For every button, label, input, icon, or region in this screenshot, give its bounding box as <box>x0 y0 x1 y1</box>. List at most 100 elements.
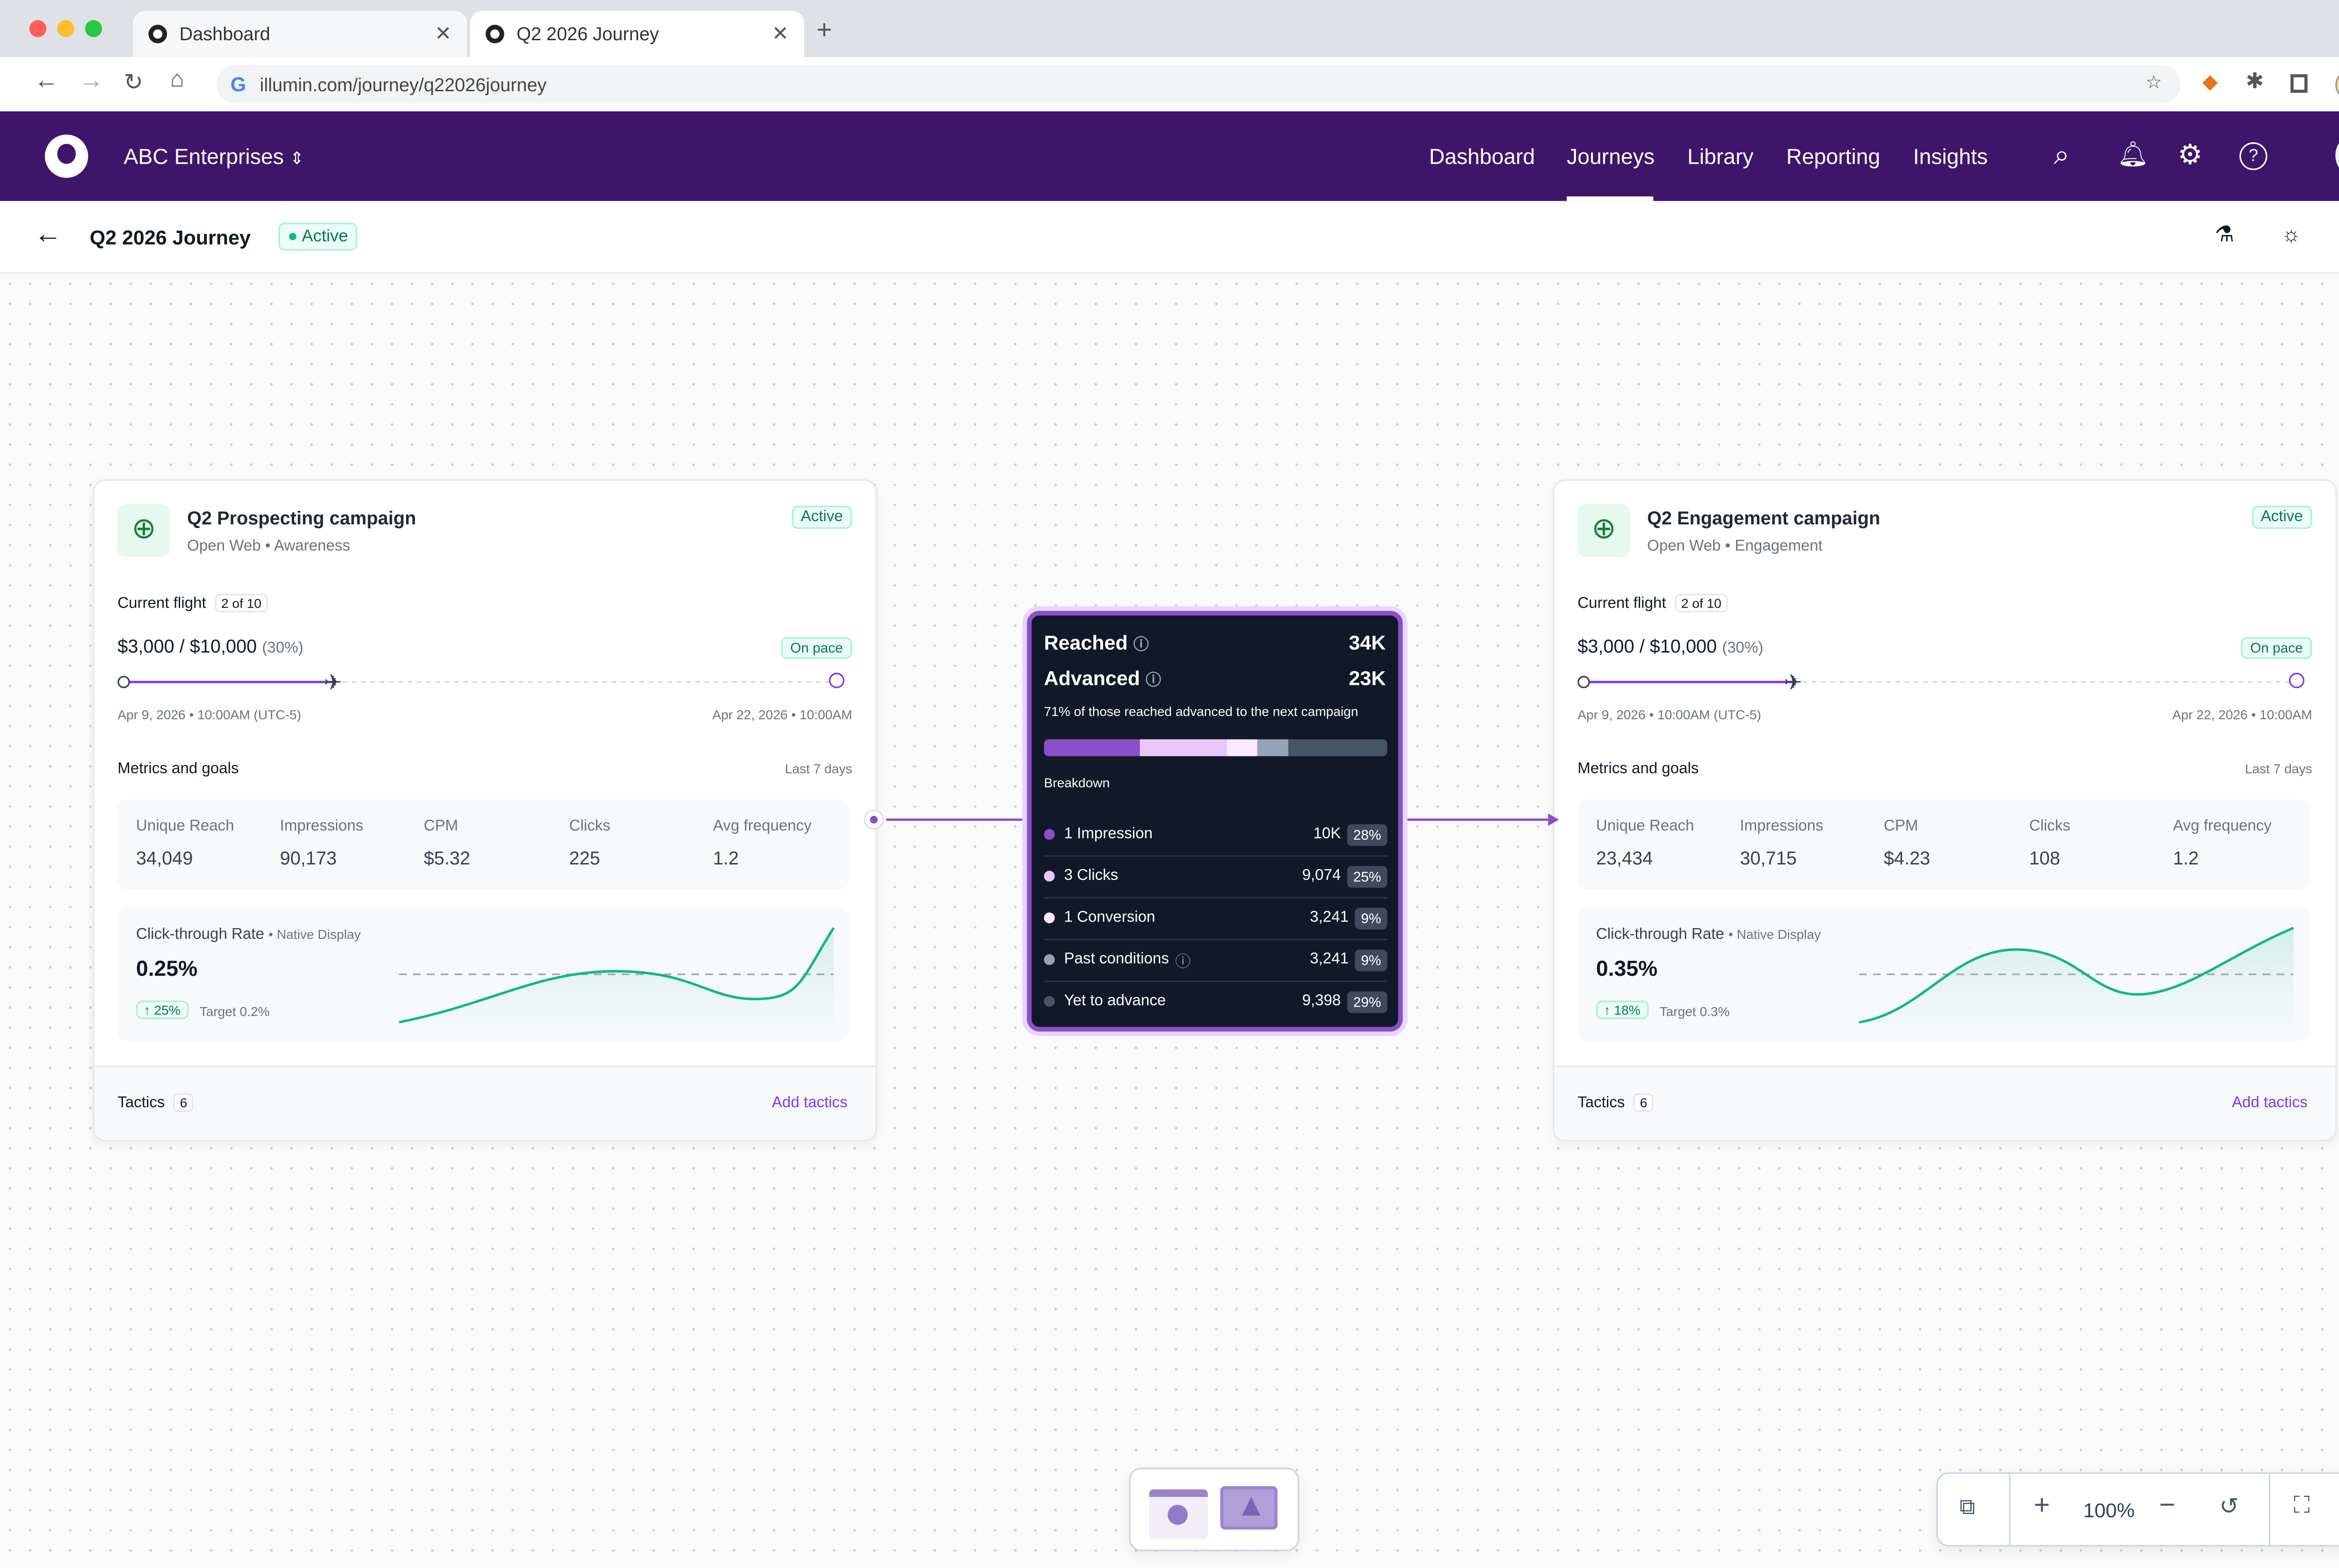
reached-value: 34K <box>1349 631 1386 654</box>
breakdown-row: 1 Conversion 3,241 9% <box>1044 897 1387 941</box>
metric-3: Clicks 108 <box>2029 818 2070 870</box>
add-tactics-link[interactable]: Add tactics <box>772 1095 848 1112</box>
advance-summary: 71% of those reached advanced to the nex… <box>1044 704 1358 719</box>
legend-dot <box>1044 829 1055 840</box>
row-label: Yet to advance <box>1064 993 1166 1010</box>
breakdown-stacked-bar <box>1044 739 1387 756</box>
globe-icon: ⊕ <box>117 504 170 557</box>
campaign-card[interactable]: ⊕ Q2 Engagement campaign Open Web • Enga… <box>1553 479 2337 1141</box>
pace-badge: On pace <box>2241 637 2312 659</box>
card-footer: Tactics 6 Add tactics <box>94 1065 876 1140</box>
nav-dashboard[interactable]: Dashboard <box>1429 144 1535 169</box>
tactics-count: 6 <box>174 1093 194 1112</box>
gear-icon[interactable]: ⚙ <box>2177 139 2203 170</box>
org-switcher[interactable]: ABC Enterprises ⇕ <box>123 144 304 168</box>
close-tab-icon[interactable]: ✕ <box>772 22 789 45</box>
open-web-channel-icon[interactable] <box>1149 1489 1208 1539</box>
forward-icon[interactable]: → <box>79 68 104 94</box>
flight-start: Apr 9, 2026 • 10:00AM (UTC-5) <box>1577 706 1761 722</box>
row-percent: 9% <box>1355 907 1387 929</box>
flight-progress: ✈ <box>117 670 845 695</box>
page-header: ← Q2 2026 Journey ● Active ⚗ ☼ ⋮ <box>0 201 2339 274</box>
metric-1: Impressions 30,715 <box>1740 818 1823 870</box>
metric-0: Unique Reach 34,049 <box>136 818 234 870</box>
zoom-in-button[interactable]: + <box>2034 1489 2050 1520</box>
ctr-panel: Click-through Rate • Native Display 0.35… <box>1577 907 2310 1041</box>
bookmark-star-icon[interactable]: ☆ <box>2145 71 2162 93</box>
nav-insights[interactable]: Insights <box>1913 144 1988 169</box>
row-percent: 28% <box>1347 823 1387 845</box>
metamask-extension-icon[interactable]: ◆ <box>2202 69 2218 93</box>
campaign-subtitle: Open Web • Awareness <box>187 538 350 555</box>
copy-icon[interactable]: ⧉ <box>1959 1494 1975 1519</box>
extensions-icon[interactable]: ✱ <box>2245 68 2264 93</box>
advanced-value: 23K <box>1349 666 1386 690</box>
info-icon[interactable]: ⓘ <box>1146 673 1162 690</box>
metrics-panel: Unique Reach 23,434 Impressions 30,715 CPM $4… <box>1577 799 2310 890</box>
logo-icon[interactable] <box>44 134 88 178</box>
reload-icon[interactable]: ↻ <box>123 69 144 96</box>
row-value: 10K <box>1313 826 1341 843</box>
browser-tab-bar: Dashboard ✕ Q2 2026 Journey ✕ + <box>0 0 2339 58</box>
google-icon: G <box>230 73 247 96</box>
transition-tooltip: Reached ⓘ 34K Advanced ⓘ 23K 71% of thos… <box>1027 610 1403 1032</box>
user-avatar[interactable]: LW <box>2335 133 2339 178</box>
row-value: 9,074 <box>1302 867 1341 885</box>
search-icon[interactable]: ⌕ <box>2054 139 2070 170</box>
row-value: 3,241 <box>1310 951 1349 968</box>
help-icon[interactable]: ? <box>2239 142 2267 170</box>
lightbulb-icon[interactable]: ☼ <box>2281 221 2301 246</box>
minimize-window-button[interactable] <box>57 20 74 37</box>
connector-arrow-icon <box>1548 813 1559 826</box>
profile-avatar[interactable] <box>2335 69 2339 101</box>
back-icon[interactable]: ← <box>34 68 59 94</box>
campaign-card[interactable]: ⊕ Q2 Prospecting campaign Open Web • Awa… <box>93 479 877 1141</box>
info-icon[interactable]: ⓘ <box>1175 954 1191 972</box>
row-percent: 9% <box>1355 949 1387 971</box>
campaign-title[interactable]: Q2 Prospecting campaign <box>187 507 416 529</box>
channel-palette <box>1129 1467 1300 1552</box>
ctv-channel-icon[interactable] <box>1220 1486 1278 1530</box>
nav-journeys[interactable]: Journeys <box>1567 144 1655 169</box>
flight-progress: ✈ <box>1577 670 2305 694</box>
tactics-label: Tactics <box>1577 1095 1625 1112</box>
home-icon[interactable]: ⌂ <box>170 66 184 93</box>
metric-1: Impressions 90,173 <box>280 818 363 870</box>
flask-icon[interactable]: ⚗ <box>2215 221 2234 246</box>
reset-icon[interactable]: ↺ <box>2219 1494 2239 1520</box>
ctr-sparkline <box>399 927 835 1035</box>
metric-3: Clicks 225 <box>569 818 610 870</box>
airplane-icon: ✈ <box>324 670 342 695</box>
row-value: 9,398 <box>1302 993 1341 1010</box>
side-panel-icon[interactable] <box>2290 74 2308 93</box>
nav-library[interactable]: Library <box>1687 144 1754 169</box>
add-tactics-link[interactable]: Add tactics <box>2231 1095 2308 1112</box>
current-flight-label: Current flight 2 of 10 <box>117 594 268 613</box>
close-window-button[interactable] <box>29 20 47 37</box>
canvas-controls: ⧉ + 100% − ↺ ⛶ ☰ <box>1936 1472 2339 1547</box>
ctr-value: 0.35% <box>1596 956 1658 981</box>
metric-4: Avg frequency 1.2 <box>713 818 812 870</box>
campaign-title[interactable]: Q2 Engagement campaign <box>1647 507 1881 529</box>
card-footer: Tactics 6 Add tactics <box>1554 1065 2336 1140</box>
back-arrow-icon[interactable]: ← <box>34 218 62 249</box>
bell-icon[interactable]: 🔔︎ <box>2117 142 2149 169</box>
nav-reporting[interactable]: Reporting <box>1786 144 1881 169</box>
info-icon[interactable]: ⓘ <box>1133 637 1149 654</box>
ctr-subtitle: Native Display <box>1736 926 1821 942</box>
fit-screen-icon[interactable]: ⛶ <box>2293 1492 2310 1519</box>
chevron-up-down-icon: ⇕ <box>290 150 304 169</box>
location-pin-icon <box>829 673 845 689</box>
browser-tab-dashboard[interactable]: Dashboard ✕ <box>133 11 467 58</box>
new-tab-button[interactable]: + <box>816 15 832 45</box>
close-tab-icon[interactable]: ✕ <box>435 22 452 45</box>
bar-segment <box>1257 739 1288 756</box>
legend-dot <box>1044 954 1055 965</box>
zoom-out-button[interactable]: − <box>2159 1489 2176 1520</box>
maximize-window-button[interactable] <box>85 20 102 37</box>
reached-label: Reached ⓘ <box>1044 631 1149 654</box>
zoom-level: 100% <box>2083 1498 2135 1522</box>
browser-tab-journey[interactable]: Q2 2026 Journey ✕ <box>470 11 805 58</box>
